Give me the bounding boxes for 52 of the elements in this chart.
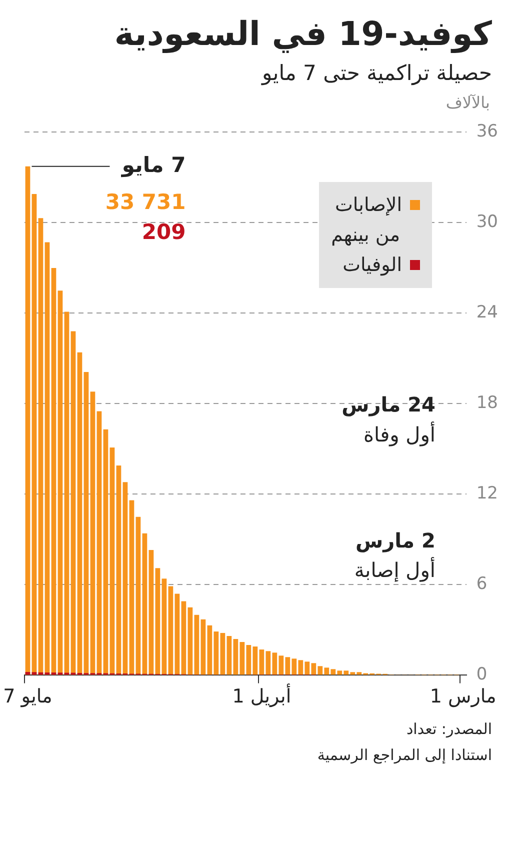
bar	[96, 411, 102, 675]
y-tick-label: 0	[476, 664, 488, 685]
y-tick-label: 36	[476, 122, 498, 142]
bar	[188, 607, 193, 675]
bar	[181, 601, 186, 675]
bar	[174, 594, 180, 675]
y-tick-label: 18	[476, 393, 498, 414]
x-tick-label: 1 مارس	[430, 686, 496, 708]
chart-title: كوفيد-19 في السعودية	[113, 13, 493, 53]
y-tick-label: 12	[476, 484, 498, 504]
y-axis-title: بالآلاف	[444, 92, 491, 112]
annotation: 33 731	[105, 190, 186, 214]
bar	[142, 533, 148, 675]
bar	[51, 268, 56, 675]
annotation: أول إصابة	[354, 557, 436, 582]
legend-title: من بينهم	[331, 223, 401, 248]
bar	[77, 352, 82, 675]
legend-label: الوفيات	[342, 253, 402, 278]
bar	[162, 578, 167, 675]
bar	[32, 672, 37, 675]
y-tick-label: 24	[476, 302, 498, 323]
bar	[84, 372, 89, 675]
legend-label: الإصابات	[334, 193, 402, 218]
y-tick-label: 30	[476, 212, 498, 232]
bar	[155, 568, 160, 675]
text: استنادا إلى المراجع الرسمية	[316, 745, 492, 766]
bar	[32, 194, 37, 675]
bar	[122, 482, 128, 675]
bar	[70, 331, 76, 675]
chart-subtitle: حصيلة تراكمية حتى 7 مايو	[260, 60, 493, 85]
bar	[25, 166, 30, 675]
annotation: أول وفاة	[364, 421, 436, 446]
bar	[110, 447, 115, 675]
bar	[168, 586, 174, 675]
bar	[64, 312, 70, 675]
bar	[136, 516, 141, 675]
bar	[148, 550, 154, 675]
bar	[90, 392, 96, 675]
x-tick-label: 7 مايو	[3, 686, 52, 708]
bar	[103, 429, 108, 675]
bar	[58, 290, 63, 675]
annotation: 209	[142, 220, 186, 244]
annotation: 7 مايو	[120, 152, 186, 178]
x-tick-label: 1 أبريل	[232, 684, 292, 708]
annotation: 24 مارس	[342, 392, 436, 417]
bar	[116, 466, 122, 675]
y-tick-label: 6	[476, 574, 488, 594]
bar	[44, 242, 50, 675]
bar	[38, 218, 44, 675]
bar	[129, 500, 134, 675]
text: المصدر: تعداد	[406, 719, 492, 740]
annotation: 2 مارس	[356, 528, 436, 552]
